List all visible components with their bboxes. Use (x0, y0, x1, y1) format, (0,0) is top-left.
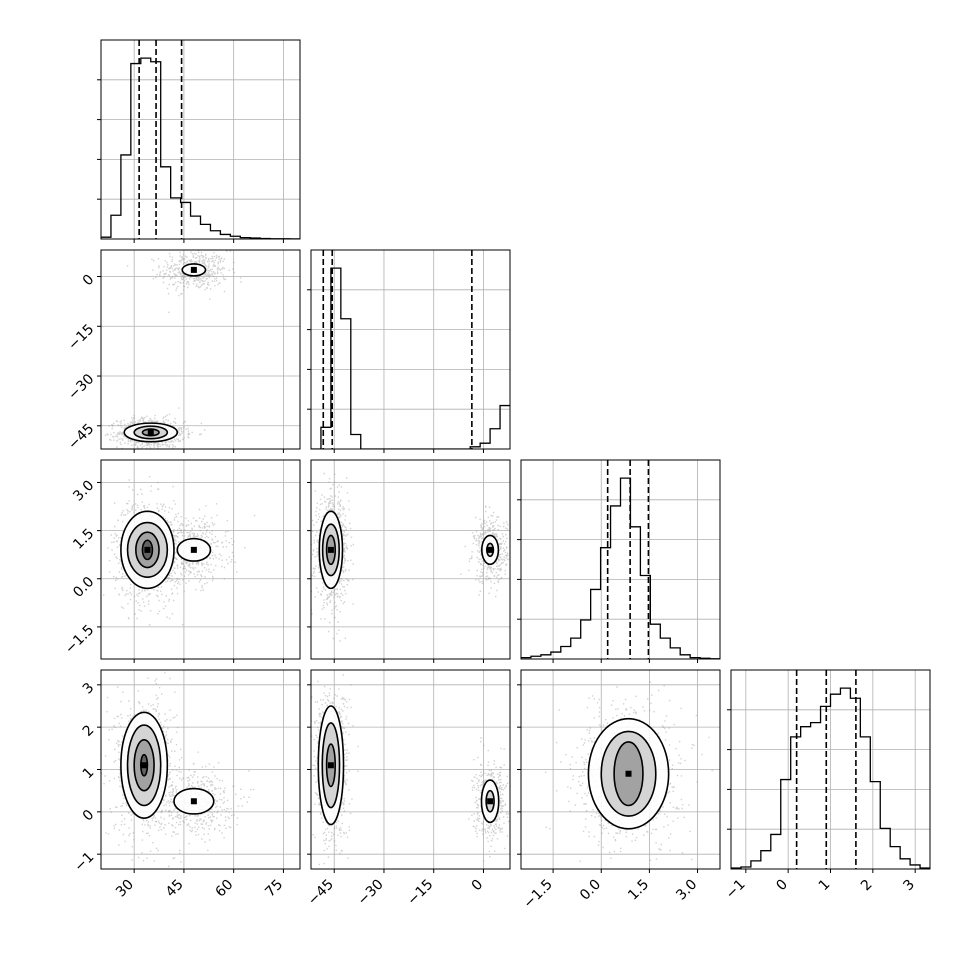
panel-frame (100, 39, 301, 240)
y-tick-label: 0 (80, 272, 98, 290)
y-tick-label: 1 (80, 765, 98, 783)
density-peak (327, 762, 334, 769)
density-peak (147, 429, 154, 436)
scatter-panel-4-1 (100, 669, 301, 870)
scatter-panel-4-2 (310, 669, 511, 870)
y-tick-label: −15 (65, 321, 97, 353)
x-tick-label: −1 (723, 877, 749, 903)
scatter-panel-4-3 (520, 669, 721, 870)
density-peak (190, 798, 197, 805)
x-tick-label: 3.0 (673, 877, 700, 904)
y-tick-label: 3 (80, 680, 98, 698)
histogram-panel-1 (97, 39, 301, 240)
y-tick-label: −45 (65, 421, 97, 453)
panel-frame (100, 459, 301, 660)
histogram-bars (731, 687, 930, 869)
density-peak (190, 266, 197, 273)
y-tick-label: 0 (80, 807, 98, 825)
y-tick-label: −30 (65, 371, 97, 403)
x-tick-label: 3 (900, 877, 918, 895)
scatter-panel-3-2 (310, 459, 511, 660)
y-tick-label: 2 (80, 722, 98, 740)
panel-frame (310, 459, 511, 660)
x-tick-label: 0 (773, 877, 791, 895)
histogram-bars (101, 57, 300, 239)
panel-frame (520, 459, 721, 660)
histogram-bars (521, 477, 720, 659)
x-tick-label: 45 (163, 877, 187, 901)
density-peak (144, 546, 151, 553)
y-tick-label: −1.5 (62, 622, 97, 657)
y-tick-label: 0.0 (70, 574, 97, 601)
y-tick-label: 1.5 (70, 526, 97, 553)
density-peak (327, 546, 334, 553)
panel-frame (100, 249, 301, 450)
x-tick-label: −1.5 (521, 877, 556, 912)
x-tick-label: −45 (305, 877, 337, 909)
histogram-bars (311, 267, 510, 449)
scatter-panel-2-1 (100, 249, 301, 450)
histogram-panel-4 (727, 669, 931, 870)
density-peak (141, 762, 148, 769)
x-tick-label: −30 (355, 877, 387, 909)
histogram-panel-2 (307, 249, 511, 450)
panel-frame (310, 249, 511, 450)
x-tick-label: −15 (404, 877, 436, 909)
x-tick-label: 30 (113, 877, 137, 901)
density-peak (487, 798, 494, 805)
density-peak (190, 546, 197, 553)
x-tick-label: 1 (816, 877, 834, 895)
x-tick-label: 0.0 (577, 877, 604, 904)
x-tick-label: 60 (213, 877, 237, 901)
histogram-panel-3 (517, 459, 721, 660)
scatter-points (126, 250, 242, 313)
x-tick-label: 2 (858, 877, 876, 895)
density-peak (487, 546, 494, 553)
x-tick-label: 75 (262, 877, 286, 901)
scatter-points (460, 505, 509, 598)
x-tick-label: 1.5 (625, 877, 652, 904)
y-tick-label: −1 (71, 849, 97, 875)
x-tick-label: 0 (469, 877, 487, 895)
y-tick-label: 3.0 (70, 478, 97, 505)
density-peak (625, 770, 632, 777)
scatter-panel-3-1 (100, 459, 301, 660)
